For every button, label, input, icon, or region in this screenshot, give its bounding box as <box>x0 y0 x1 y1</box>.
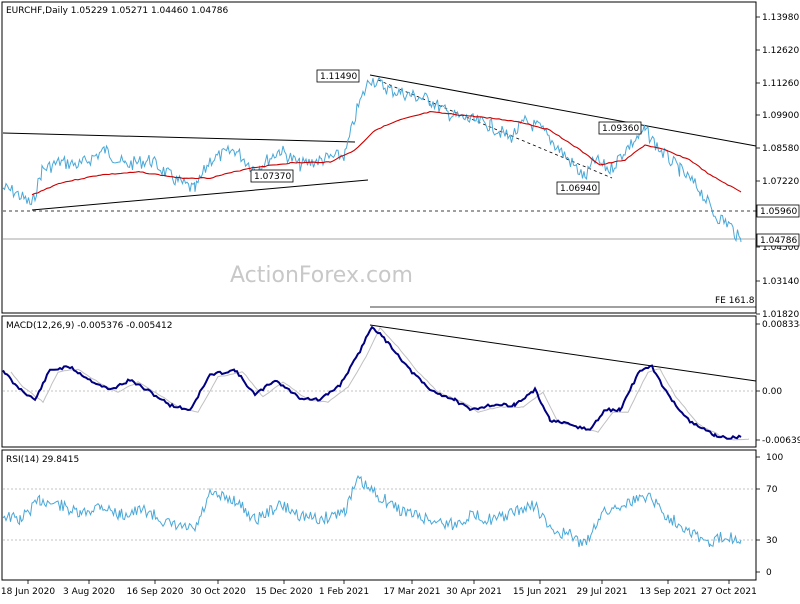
macd-y-tick-label: 0.00 <box>762 387 782 397</box>
x-tick-label: 15 Dec 2020 <box>255 587 313 597</box>
current-price-label: 1.04786 <box>756 233 800 247</box>
x-tick-label: 30 Oct 2020 <box>190 587 246 597</box>
main-y-tick-label: 1.11260 <box>762 79 799 89</box>
main-y-tick-label: 1.09900 <box>762 111 799 121</box>
annotation-1-06940: 1.06940 <box>556 181 600 195</box>
main-y-tick-label: 1.01820 <box>762 310 799 320</box>
svg-text:1.07370: 1.07370 <box>254 172 291 182</box>
x-tick-label: 13 Sep 2021 <box>639 587 696 597</box>
svg-text:1.04786: 1.04786 <box>760 236 797 246</box>
macd-y-tick-label: 0.008334 <box>762 320 800 330</box>
rsi-y-tick-label: 100 <box>766 453 783 463</box>
main-y-tick-label: 1.03140 <box>762 277 799 287</box>
svg-text:1.09360: 1.09360 <box>602 124 639 134</box>
main-y-tick-label: 1.08580 <box>762 144 799 154</box>
rsi-title: RSI(14) 29.8415 <box>6 455 79 465</box>
rsi-y-tick-label: 0 <box>766 568 772 578</box>
x-tick-label: 3 Aug 2020 <box>63 587 115 597</box>
svg-text:1.05960: 1.05960 <box>760 207 797 217</box>
main-chart-title: EURCHF,Daily 1.05229 1.05271 1.04460 1.0… <box>6 6 229 16</box>
rsi-y-tick-label: 30 <box>766 536 778 546</box>
main-panel <box>1 1 757 314</box>
x-tick-label: 29 Jul 2021 <box>577 587 628 597</box>
x-tick-label: 16 Sep 2020 <box>126 587 183 597</box>
x-tick-label: 1 Feb 2021 <box>319 587 369 597</box>
macd-signal-series <box>10 326 750 441</box>
trendline-upper-left <box>2 132 356 143</box>
x-tick-label: 18 Jun 2020 <box>1 587 55 597</box>
main-y-tick-label: 1.07220 <box>762 177 799 187</box>
x-tick-label: 17 Mar 2021 <box>383 587 440 597</box>
annotation-1-07370: 1.07370 <box>250 169 294 183</box>
x-axis: 18 Jun 2020 3 Aug 2020 16 Sep 2020 30 Oct 2… <box>1 580 757 597</box>
main-y-axis: 1.13980 1.12620 1.11260 1.09900 1.08580 1.072… <box>756 13 799 320</box>
annotation-1-09360: 1.09360 <box>598 121 642 135</box>
rsi-y-axis: 100 70 30 0 <box>756 453 783 578</box>
macd-title: MACD(12,26,9) -0.005376 -0.005412 <box>6 321 172 331</box>
rsi-series <box>2 475 742 548</box>
annotation-high: 1.11490 <box>316 69 360 83</box>
svg-text:1.11490: 1.11490 <box>320 72 357 82</box>
watermark: ActionForex.com <box>230 263 413 288</box>
fe-label: FE 161.8 <box>715 296 755 306</box>
price-series <box>2 76 742 243</box>
x-tick-label: 15 Jun 2021 <box>513 587 567 597</box>
x-tick-label: 27 Oct 2021 <box>701 587 757 597</box>
macd-y-tick-label: -0.006393 <box>762 436 800 446</box>
support-price-label: 1.05960 <box>756 204 800 218</box>
trendline-descending <box>369 74 757 147</box>
trendline-lower-left <box>31 179 369 211</box>
x-tick-label: 30 Apr 2021 <box>446 587 502 597</box>
svg-text:1.06940: 1.06940 <box>560 184 597 194</box>
main-y-tick-label: 1.12620 <box>762 46 799 56</box>
macd-series <box>2 325 742 440</box>
rsi-panel <box>1 449 757 581</box>
moving-average-series <box>31 111 742 196</box>
macd-y-axis: 0.008334 0.00 -0.006393 <box>756 320 800 446</box>
rsi-y-tick-label: 70 <box>766 485 778 495</box>
macd-trendline <box>369 324 757 382</box>
main-y-tick-label: 1.04500 <box>762 243 799 253</box>
main-y-tick-label: 1.13980 <box>762 13 799 23</box>
